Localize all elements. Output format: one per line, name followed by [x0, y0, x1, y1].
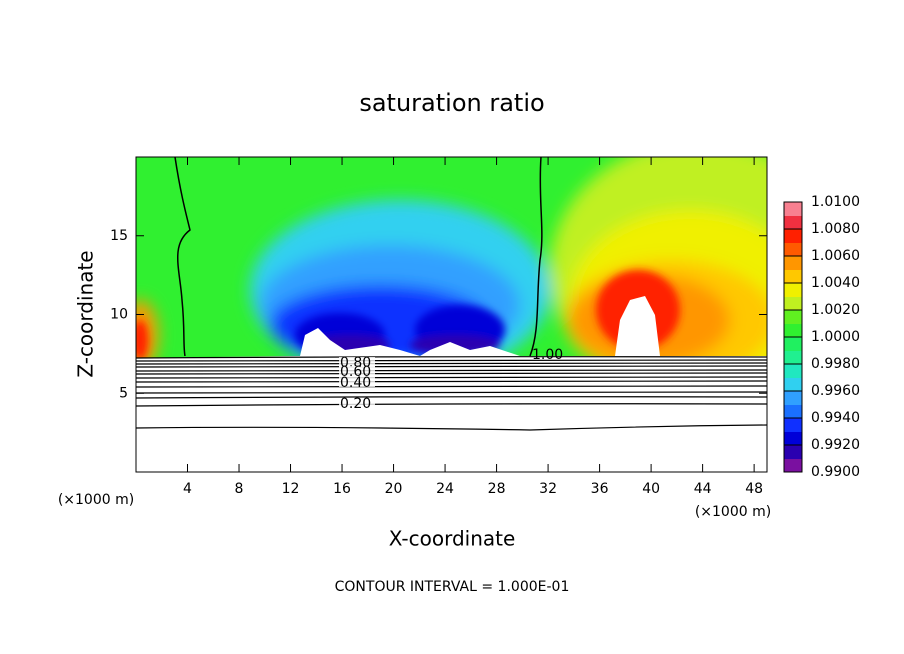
contour-label-bg	[339, 357, 375, 367]
x-tick-label: 16	[333, 481, 351, 497]
footer-note: CONTOUR INTERVAL = 1.000E-01	[335, 579, 570, 595]
colorbar-tick-label: 1.0020	[811, 302, 860, 318]
x-unit-label: (×1000 m)	[58, 492, 134, 508]
colorbar-swatch	[784, 418, 802, 432]
colorbar-swatch	[784, 337, 802, 351]
x-tick-label: 12	[282, 481, 300, 497]
x-tick-label: 4	[183, 481, 192, 497]
colorbar-tick-label: 0.9980	[811, 356, 860, 372]
contour-label-bg	[339, 366, 375, 376]
colorbar-swatch	[784, 242, 802, 257]
colorbar-tick-label: 1.0080	[811, 221, 860, 237]
contour-label-bg	[339, 398, 375, 408]
x-tick-label: 32	[539, 481, 557, 497]
colorbar-tick-label: 1.0040	[811, 275, 860, 291]
colorbar-swatch	[784, 445, 802, 459]
colorbar-swatch	[784, 377, 802, 392]
colorbar-tick-label: 1.0060	[811, 248, 860, 264]
x-unit-label: (×1000 m)	[695, 504, 771, 520]
contour-label: 0.20	[340, 396, 371, 412]
colorbar-swatch	[784, 256, 802, 270]
x-tick-label: 8	[235, 481, 244, 497]
y-axis-label: Z-coordinate	[74, 250, 98, 377]
x-tick-label: 20	[385, 481, 403, 497]
colorbar-swatch	[784, 269, 802, 284]
colorbar-swatch	[784, 323, 802, 338]
colorbar-swatch	[784, 364, 802, 378]
contour-label: 1.00	[532, 347, 563, 363]
x-tick-label: 48	[745, 481, 763, 497]
colorbar-tick-label: 0.9920	[811, 437, 860, 453]
x-tick-label: 36	[591, 481, 609, 497]
colorbar-swatch	[784, 431, 802, 446]
field	[136, 157, 767, 472]
y-tick-label: 10	[110, 307, 128, 323]
x-tick-label: 24	[436, 481, 454, 497]
colorbar-swatch	[784, 215, 802, 230]
colorbar-tick-label: 1.0000	[811, 329, 860, 345]
colorbar-swatch	[784, 229, 802, 243]
colorbar-tick-label: 0.9900	[811, 464, 860, 480]
colorbar-swatch	[784, 350, 802, 365]
colorbar-swatch	[784, 283, 802, 297]
x-tick-label: 44	[694, 481, 712, 497]
chart-title: saturation ratio	[359, 89, 544, 117]
contour-label-bg	[339, 377, 375, 387]
x-tick-label: 40	[642, 481, 660, 497]
y-tick-label: 5	[119, 385, 128, 401]
colorbar-swatch	[784, 202, 802, 216]
colorbar-swatch	[784, 458, 802, 473]
x-tick-label: 28	[488, 481, 506, 497]
colorbar-swatch	[784, 404, 802, 419]
colorbar-tick-label: 1.0100	[811, 194, 860, 210]
colorbar-swatch	[784, 296, 802, 311]
colorbar-swatch	[784, 391, 802, 405]
y-tick-label: 15	[110, 228, 128, 244]
x-axis-label: X-coordinate	[389, 527, 516, 551]
contour-label: 0.60	[340, 364, 371, 380]
colorbar-tick-label: 0.9940	[811, 410, 860, 426]
colorbar-tick-label: 0.9960	[811, 383, 860, 399]
colorbar-swatch	[784, 310, 802, 324]
contour-label: 0.40	[340, 375, 371, 391]
